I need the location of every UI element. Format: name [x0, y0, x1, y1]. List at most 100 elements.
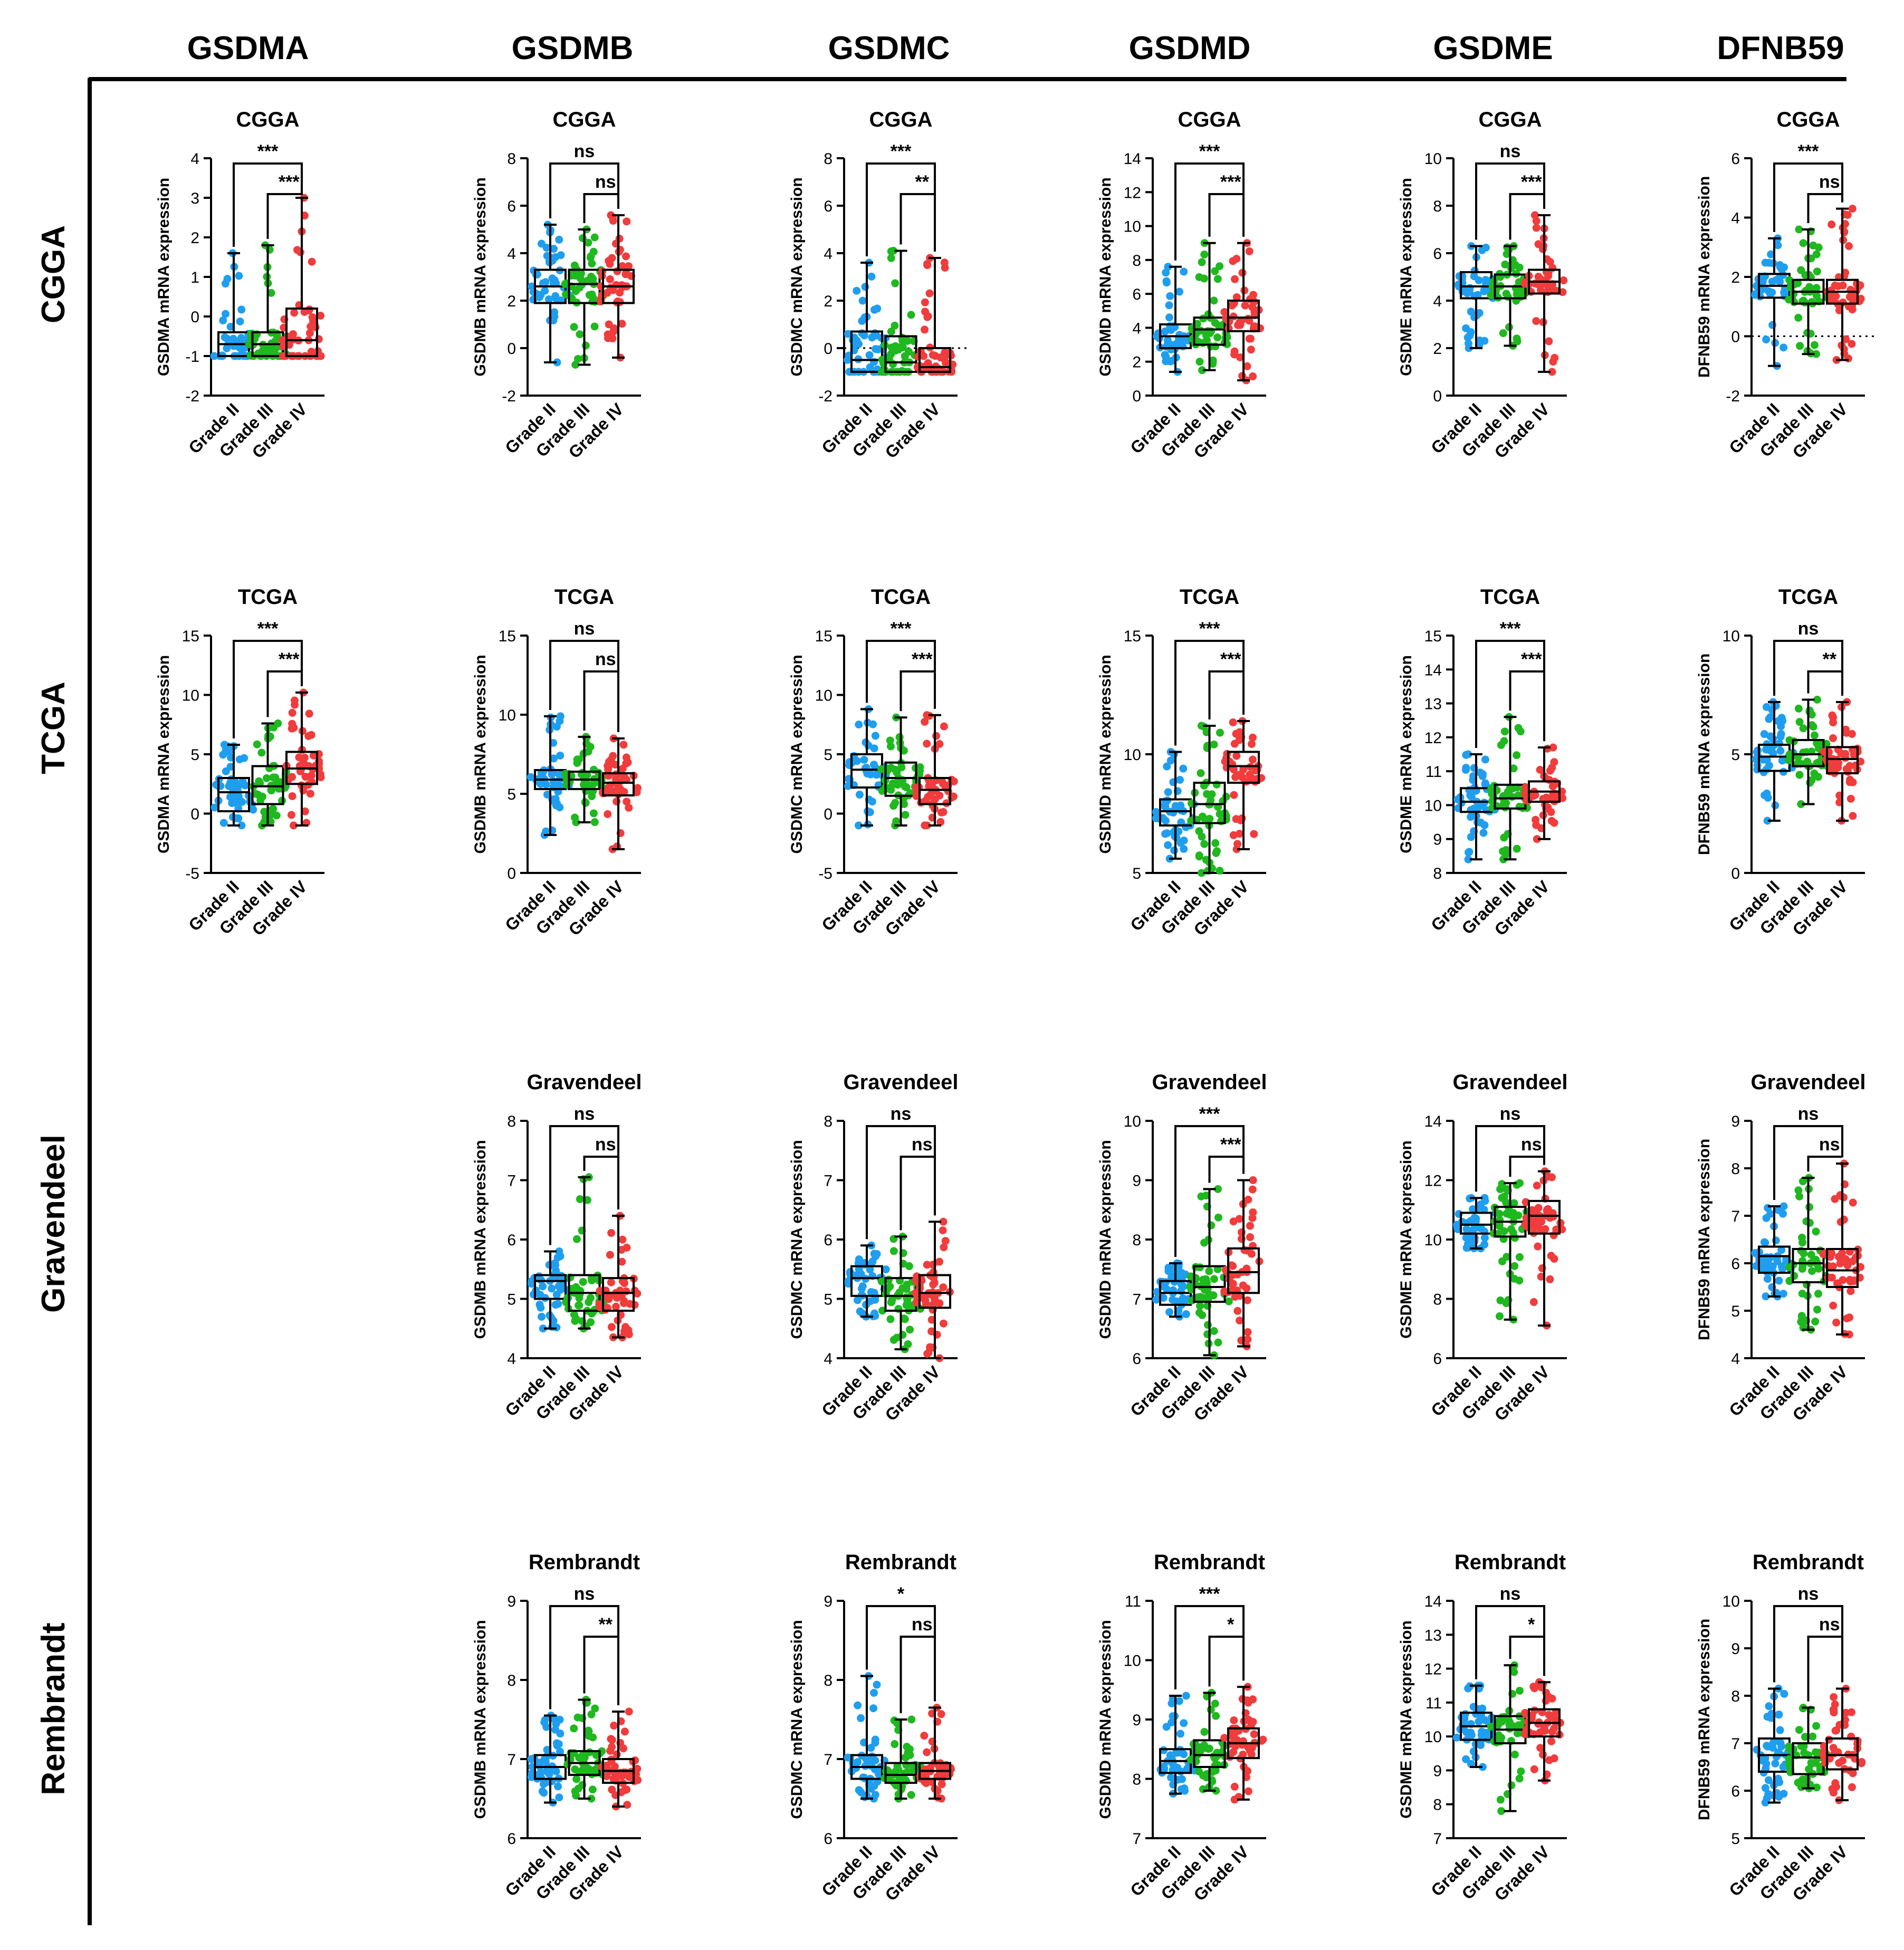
y-axis-label: GSDMB mRNA expression [472, 1620, 489, 1819]
data-point [1545, 1711, 1553, 1719]
data-point [570, 1724, 578, 1733]
significance-bracket-outer: *** [233, 619, 303, 738]
data-point [571, 813, 579, 822]
col-header-gsdma: GSDMA [187, 30, 309, 66]
data-point [1549, 1231, 1558, 1240]
data-point [1775, 274, 1783, 283]
data-point [1832, 1318, 1841, 1327]
y-tick-label: 12 [1424, 729, 1442, 747]
y-axis-label: GSDME mRNA expression [1398, 1140, 1415, 1339]
data-point [938, 777, 946, 786]
y-tick-label: 15 [182, 628, 199, 645]
data-point [858, 296, 867, 305]
y-tick-label: 7 [507, 1173, 516, 1190]
data-point [1549, 358, 1557, 366]
data-point [1214, 1338, 1222, 1347]
data-point [1462, 751, 1470, 759]
significance-bracket-outer: ns [549, 141, 619, 218]
data-point [541, 1716, 549, 1724]
chart-title: CGGA [553, 108, 616, 131]
data-point [932, 732, 940, 740]
chart-title: Gravendeel [844, 1071, 959, 1094]
data-point [923, 1748, 931, 1756]
data-point [1179, 764, 1188, 773]
data-point [1763, 1742, 1772, 1751]
data-point [935, 740, 944, 748]
y-axis-label: GSDMC mRNA expression [788, 1620, 806, 1819]
y-tick-label: 8 [1132, 252, 1141, 270]
data-point [527, 773, 535, 781]
significance-bracket-outer: *** [233, 141, 303, 247]
data-point [935, 1299, 944, 1308]
data-point [940, 354, 949, 363]
data-point [1194, 1768, 1203, 1776]
significance-label: * [1528, 1615, 1535, 1635]
data-point [1805, 1203, 1814, 1211]
y-tick-label: 15 [1124, 628, 1141, 645]
significance-label: ns [595, 172, 616, 192]
data-point [1213, 275, 1222, 283]
data-point [1780, 1689, 1788, 1698]
y-tick-label: 2 [1731, 269, 1740, 286]
data-point [1177, 1785, 1185, 1793]
data-point [941, 1237, 950, 1245]
data-point [550, 308, 559, 316]
significance-label: ns [1819, 1615, 1840, 1635]
data-point [1222, 792, 1230, 801]
data-point [1167, 1773, 1175, 1782]
data-point [1828, 711, 1836, 719]
data-point [871, 732, 879, 740]
data-point [562, 290, 570, 299]
significance-bracket-inner: ns [1807, 172, 1843, 223]
data-point [1195, 358, 1204, 366]
y-tick-label: 0 [190, 309, 199, 326]
y-tick-label: 10 [1424, 150, 1442, 168]
data-point [1243, 1296, 1252, 1304]
data-point [1496, 1312, 1504, 1320]
data-point [878, 786, 886, 795]
data-point [552, 1266, 560, 1275]
data-point [901, 1315, 909, 1323]
data-point [561, 770, 570, 778]
data-point [1239, 765, 1248, 774]
data-point [1510, 1750, 1519, 1759]
data-point [1546, 766, 1554, 775]
data-point [603, 289, 611, 297]
bracket-line [900, 670, 936, 712]
data-point [860, 755, 868, 764]
y-tick-label: 6 [1731, 1255, 1740, 1273]
data-point [1245, 247, 1254, 255]
data-point [1161, 351, 1169, 359]
data-point [288, 792, 296, 800]
significance-bracket-inner: *** [266, 649, 303, 717]
data-point [912, 792, 921, 800]
data-point [288, 719, 296, 728]
data-point [1831, 1195, 1839, 1203]
data-point [1550, 758, 1558, 766]
data-point [1246, 1222, 1254, 1230]
data-point [1250, 830, 1258, 838]
y-axis-label: GSDME mRNA expression [1398, 655, 1415, 853]
data-point [287, 811, 295, 819]
data-point [573, 1713, 582, 1722]
significance-label: ns [1500, 1584, 1521, 1604]
y-tick-label: 5 [1132, 865, 1141, 882]
data-point [1544, 1173, 1553, 1181]
data-point [1209, 360, 1217, 368]
bracket-line [1807, 670, 1843, 696]
y-tick-label: 2 [824, 293, 833, 310]
data-point [916, 763, 924, 771]
data-point [1195, 1743, 1204, 1752]
data-point [1829, 718, 1838, 727]
data-point [586, 1294, 595, 1302]
y-tick-label: 7 [1132, 1291, 1141, 1309]
data-point [555, 235, 563, 244]
y-tick-label: 9 [1132, 1712, 1141, 1729]
data-point [1200, 250, 1209, 258]
data-point [871, 1295, 879, 1304]
data-point [539, 1282, 547, 1291]
data-point [1236, 321, 1245, 329]
data-point [1811, 1318, 1820, 1326]
data-point [1233, 840, 1242, 848]
data-point [1794, 279, 1802, 287]
